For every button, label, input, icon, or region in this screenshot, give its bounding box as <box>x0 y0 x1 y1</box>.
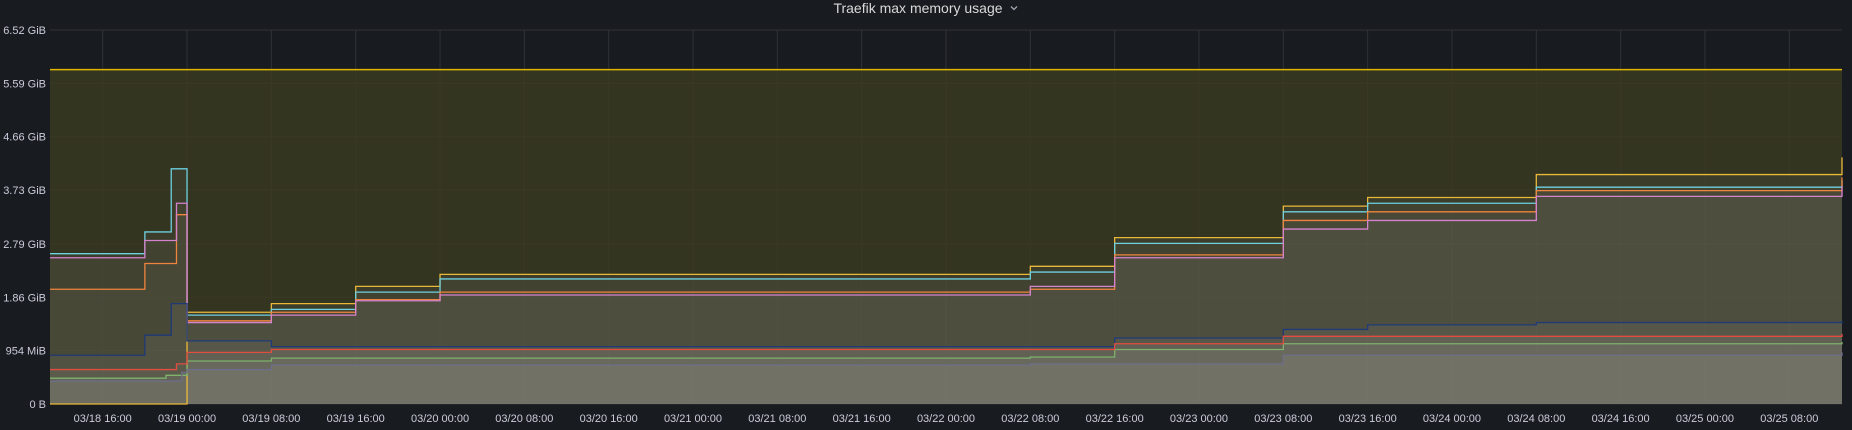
x-tick-label: 03/22 00:00 <box>917 413 975 425</box>
x-tick-label: 03/25 00:00 <box>1676 413 1734 425</box>
y-axis: 0 B 954 MiB 1.86 GiB 2.79 GiB 3.73 GiB 4.66 G… <box>3 25 46 411</box>
x-tick-label: 03/19 16:00 <box>327 413 385 425</box>
x-tick-label: 03/22 16:00 <box>1086 413 1144 425</box>
x-tick-label: 03/19 00:00 <box>158 413 216 425</box>
x-tick-label: 03/23 08:00 <box>1254 413 1312 425</box>
x-tick-label: 03/21 08:00 <box>748 413 806 425</box>
y-tick-label: 5.59 GiB <box>3 78 46 90</box>
series-area-0 <box>50 157 1842 404</box>
x-tick-label: 03/18 16:00 <box>74 413 132 425</box>
fill-layer <box>50 69 1842 404</box>
y-tick-label: 3.73 GiB <box>3 185 46 197</box>
y-tick-label: 1.86 GiB <box>3 292 46 304</box>
series-area-5 <box>50 342 1842 404</box>
series-line-1 <box>50 168 1843 316</box>
series-area-6 <box>50 334 1842 404</box>
x-tick-label: 03/20 16:00 <box>580 413 638 425</box>
line-layer <box>50 68 1843 405</box>
y-tick-label: 2.79 GiB <box>3 239 46 251</box>
series-line-4 <box>50 302 1843 356</box>
limit-area <box>50 69 1842 404</box>
panel-title[interactable]: Traefik max memory usage <box>833 0 1018 16</box>
x-tick-label: 03/24 16:00 <box>1592 413 1650 425</box>
x-tick-label: 03/20 00:00 <box>411 413 469 425</box>
series-area-2 <box>50 177 1842 404</box>
x-axis: 03/18 16:00 03/19 00:00 03/19 08:00 03/19 1… <box>74 413 1819 425</box>
series-area-4 <box>50 303 1842 404</box>
y-tick-label: 6.52 GiB <box>3 25 46 37</box>
panel-title-text: Traefik max memory usage <box>833 0 1003 16</box>
x-tick-label: 03/25 08:00 <box>1760 413 1818 425</box>
x-tick-label: 03/22 08:00 <box>1001 413 1059 425</box>
panel-header: Traefik max memory usage <box>0 0 1852 16</box>
x-tick-label: 03/21 16:00 <box>833 413 891 425</box>
x-tick-label: 03/24 08:00 <box>1507 413 1565 425</box>
y-tick-label: 0 B <box>29 399 46 411</box>
y-tick-label: 954 MiB <box>6 346 46 358</box>
x-tick-label: 03/19 08:00 <box>242 413 300 425</box>
series-line-7 <box>50 352 1843 382</box>
x-tick-label: 03/21 00:00 <box>664 413 722 425</box>
chevron-down-icon[interactable] <box>1009 3 1019 13</box>
x-tick-label: 03/23 16:00 <box>1339 413 1397 425</box>
series-line-6 <box>50 334 1843 371</box>
x-tick-label: 03/20 08:00 <box>495 413 553 425</box>
y-tick-label: 4.66 GiB <box>3 132 46 144</box>
x-tick-label: 03/23 00:00 <box>1170 413 1228 425</box>
series-line-5 <box>50 342 1843 379</box>
x-tick-label: 03/24 00:00 <box>1423 413 1481 425</box>
series-area-1 <box>50 168 1842 404</box>
series-line-3 <box>50 186 1843 324</box>
series-line-0 <box>50 157 1843 405</box>
